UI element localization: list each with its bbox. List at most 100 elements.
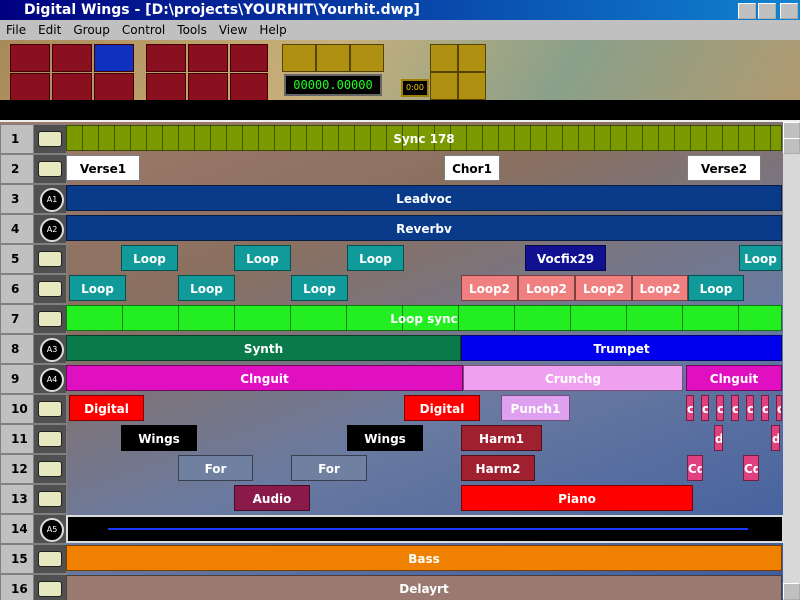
tool-button[interactable] xyxy=(94,44,134,72)
clip[interactable]: Wings xyxy=(347,425,423,451)
tool-button[interactable] xyxy=(230,73,268,101)
clip[interactable]: Bass xyxy=(66,545,782,571)
restore-button[interactable] xyxy=(758,3,776,19)
clip[interactable]: Chor1 xyxy=(444,155,500,181)
clip[interactable]: Digital xyxy=(69,395,144,421)
tool-button[interactable] xyxy=(230,44,268,72)
track-icon[interactable]: A1 xyxy=(33,184,67,214)
clip[interactable]: Audio xyxy=(234,485,310,511)
menu-item[interactable]: Group xyxy=(73,23,110,37)
track-icon[interactable]: A3 xyxy=(33,334,67,364)
tool-button[interactable] xyxy=(52,44,92,72)
track-icon[interactable] xyxy=(33,304,67,334)
zoom-button[interactable] xyxy=(458,72,486,100)
track-icon[interactable] xyxy=(33,544,67,574)
clip[interactable]: Sync 178 xyxy=(66,125,782,151)
clip[interactable]: c xyxy=(761,395,769,421)
menu-item[interactable]: Edit xyxy=(38,23,62,37)
minimize-button[interactable] xyxy=(738,3,756,19)
tool-button[interactable] xyxy=(146,73,186,101)
clip[interactable]: Delayrt xyxy=(66,575,782,600)
clip[interactable]: c xyxy=(746,395,754,421)
track-icon[interactable]: A5 xyxy=(33,514,67,544)
track-icon[interactable]: A4 xyxy=(33,364,67,394)
clip[interactable]: Loop xyxy=(739,245,782,271)
clip[interactable]: For xyxy=(291,455,367,481)
clip[interactable]: Loop sync xyxy=(66,305,782,331)
waveform-clip[interactable] xyxy=(66,515,783,543)
scrollbar[interactable] xyxy=(783,122,800,600)
tool-button[interactable] xyxy=(52,73,92,101)
clip[interactable]: c xyxy=(776,395,782,421)
clip[interactable]: Crunchg xyxy=(463,365,683,391)
track-icon[interactable] xyxy=(33,124,67,154)
tool-button[interactable] xyxy=(146,44,186,72)
clip[interactable]: Digital xyxy=(404,395,480,421)
clip[interactable]: Verse2 xyxy=(687,155,761,181)
clip[interactable]: Punch1 xyxy=(501,395,570,421)
close-button[interactable] xyxy=(780,3,798,19)
menu-item[interactable]: File xyxy=(6,23,27,37)
track-icon[interactable] xyxy=(33,424,67,454)
clip[interactable]: c xyxy=(731,395,739,421)
clip[interactable]: For xyxy=(178,455,253,481)
clip[interactable]: c xyxy=(716,395,724,421)
clip[interactable]: Vocfix29 xyxy=(525,245,606,271)
tool-button[interactable] xyxy=(94,73,134,101)
menu-item[interactable]: View xyxy=(218,23,248,37)
track-icon[interactable] xyxy=(33,454,67,484)
clip[interactable]: Wings xyxy=(121,425,197,451)
clip[interactable]: c xyxy=(701,395,709,421)
zoom-button[interactable] xyxy=(458,44,486,72)
menu-item[interactable]: Tools xyxy=(177,23,207,37)
menu-item[interactable]: Control xyxy=(121,23,166,37)
track-icon[interactable] xyxy=(33,274,67,304)
tool-button[interactable] xyxy=(10,44,50,72)
scroll-thumb[interactable] xyxy=(783,138,800,154)
track-icon[interactable] xyxy=(33,244,67,274)
stop-button[interactable] xyxy=(282,44,316,72)
clip[interactable]: Loop2 xyxy=(575,275,632,301)
track-icon[interactable] xyxy=(33,574,67,600)
track-icon[interactable] xyxy=(33,154,67,184)
clip[interactable]: Clnguit xyxy=(686,365,782,391)
clip[interactable]: Loop xyxy=(69,275,126,301)
clip[interactable]: Cdl xyxy=(743,455,759,481)
clip[interactable]: Harm2 xyxy=(461,455,535,481)
clip[interactable]: Loop xyxy=(178,275,235,301)
zoom-button[interactable] xyxy=(430,44,458,72)
clip[interactable]: Clnguit xyxy=(66,365,463,391)
clip[interactable]: Loop xyxy=(121,245,178,271)
clip[interactable]: Loop2 xyxy=(518,275,575,301)
clip[interactable]: Leadvoc xyxy=(66,185,782,211)
record-button[interactable] xyxy=(350,44,384,72)
clip[interactable]: Piano xyxy=(461,485,693,511)
tool-button[interactable] xyxy=(188,73,228,101)
clip[interactable]: Cdl xyxy=(687,455,703,481)
tool-button[interactable] xyxy=(10,73,50,101)
clip[interactable]: d xyxy=(771,425,780,451)
clip[interactable]: Loop xyxy=(347,245,404,271)
play-button[interactable] xyxy=(316,44,350,72)
track-icon[interactable] xyxy=(33,394,67,424)
clip[interactable]: d xyxy=(714,425,723,451)
clip[interactable]: Loop xyxy=(291,275,348,301)
clip[interactable]: Reverbv xyxy=(66,215,782,241)
scroll-down[interactable] xyxy=(783,583,800,600)
clip[interactable]: Loop2 xyxy=(632,275,688,301)
clip[interactable]: Verse1 xyxy=(66,155,140,181)
clip[interactable]: Loop xyxy=(234,245,291,271)
tool-button[interactable] xyxy=(188,44,228,72)
clip[interactable]: Loop xyxy=(688,275,744,301)
track-icon[interactable]: A2 xyxy=(33,214,67,244)
menu-item[interactable]: Help xyxy=(259,23,287,37)
clip[interactable]: c xyxy=(686,395,694,421)
clip[interactable]: Loop2 xyxy=(461,275,518,301)
clip[interactable]: Synth xyxy=(66,335,461,361)
zoom-button[interactable] xyxy=(430,72,458,100)
scroll-up[interactable] xyxy=(783,122,800,139)
midi-icon xyxy=(38,431,62,447)
track-icon[interactable] xyxy=(33,484,67,514)
clip[interactable]: Harm1 xyxy=(461,425,542,451)
clip[interactable]: Trumpet xyxy=(461,335,782,361)
